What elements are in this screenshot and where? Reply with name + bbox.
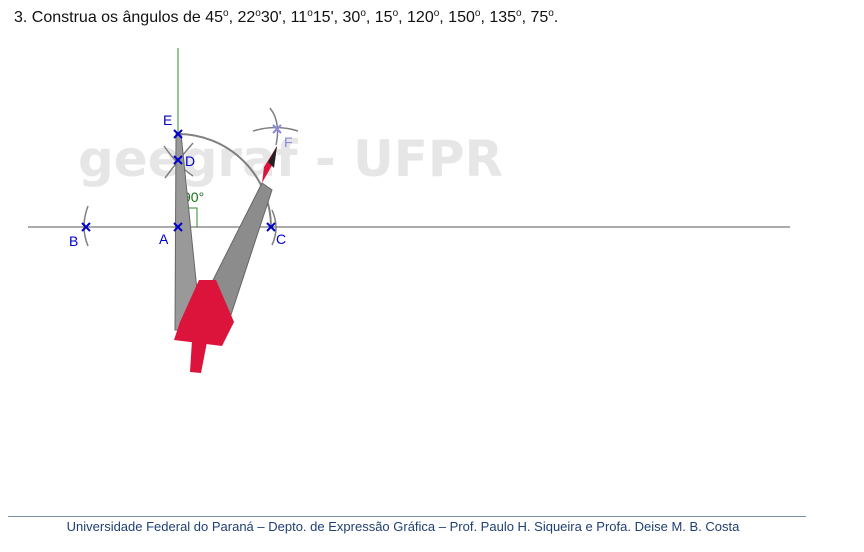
arc-mark-b <box>83 205 89 247</box>
angle-item: 30o <box>342 8 366 26</box>
point-markers <box>81 124 282 232</box>
angle-item: 15o <box>374 8 399 26</box>
arc-mark-f-vertical <box>269 107 279 146</box>
point-e <box>173 129 183 139</box>
angle-list: 45o, 22o30', 11o15', 30o, 15o, 120o, 150… <box>205 8 554 26</box>
title-prefix: 3. Construa os ângulos de <box>14 9 206 26</box>
compass-grip <box>190 340 207 373</box>
angle-item: 150o <box>448 8 481 26</box>
point-c <box>266 222 276 232</box>
arc-mark-c <box>271 209 277 246</box>
label-e: E <box>163 112 172 128</box>
construction-arc <box>177 133 272 228</box>
label-c: C <box>276 231 286 247</box>
pencil-tip <box>268 146 277 168</box>
angle-item: 75o <box>530 8 554 26</box>
point-b <box>81 222 91 232</box>
angle-item: 135o <box>489 8 522 26</box>
angle-item: 22o30' <box>237 8 282 26</box>
watermark-text: geegraf - UFPR <box>78 130 503 188</box>
label-d: D <box>185 153 195 169</box>
footer-divider <box>8 516 806 517</box>
label-a: A <box>159 231 169 247</box>
label-b: B <box>69 233 78 249</box>
point-d <box>173 155 183 165</box>
angle-item: 11o15' <box>290 8 334 26</box>
point-f <box>272 124 282 134</box>
label-f: F <box>284 134 293 150</box>
compass <box>174 133 277 373</box>
compass-hinge <box>174 280 234 346</box>
angle-item: 45o <box>205 8 229 26</box>
footer-credits: Universidade Federal do Paraná – Depto. … <box>66 519 740 534</box>
point-a <box>173 222 183 232</box>
angle-item: 120o <box>407 8 440 26</box>
exercise-title: 3. Construa os ângulos de 45o, 22o30', 1… <box>14 8 559 26</box>
